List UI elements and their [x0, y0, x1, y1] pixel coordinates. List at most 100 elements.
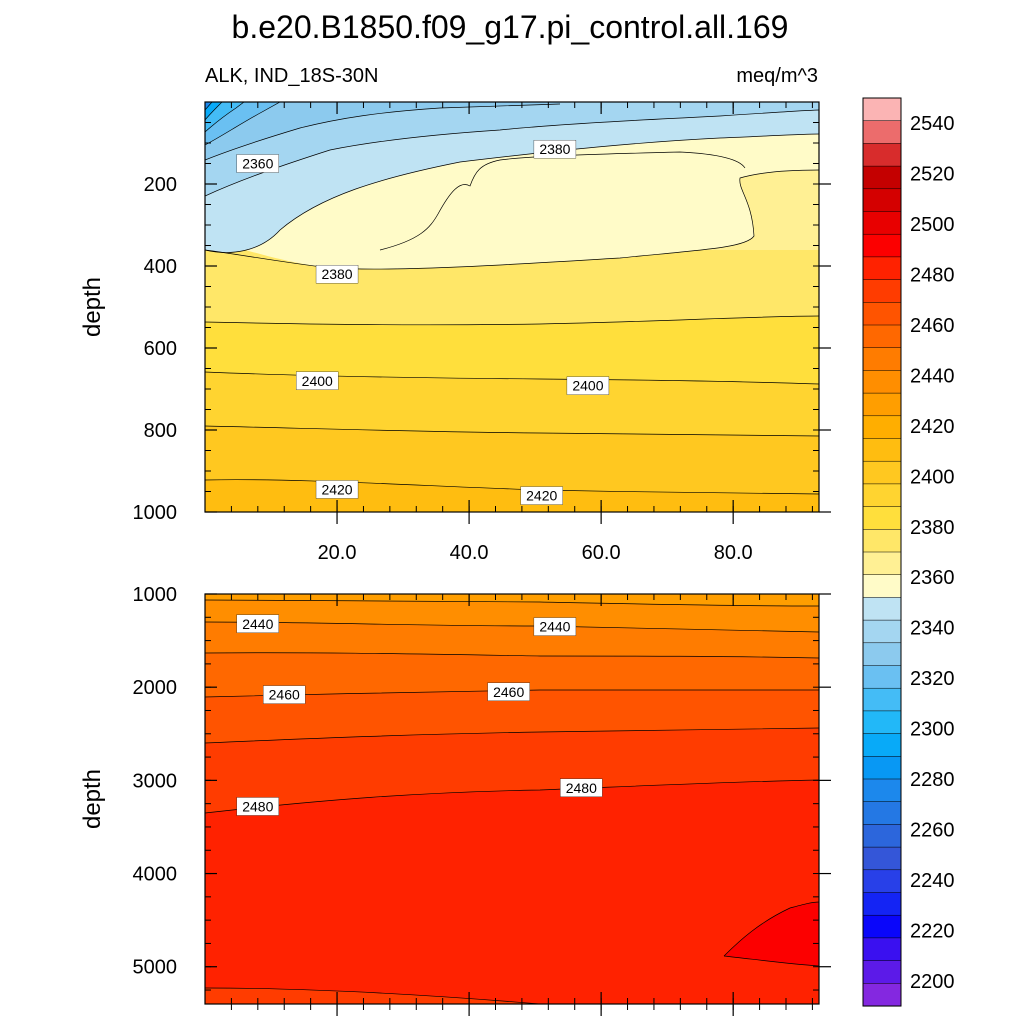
colorbar-swatch [862, 665, 902, 689]
band-2350-2360 [205, 102, 819, 196]
colorbar-swatch [862, 256, 902, 281]
colorbar-swatch [862, 279, 902, 303]
band-2340-2350 [205, 102, 560, 160]
colorbar-tick-label: 2220 [910, 920, 955, 942]
colorbar-swatch [862, 574, 902, 598]
x-tick-label: 20.0 [318, 542, 357, 564]
colorbar-swatch [862, 914, 902, 939]
colorbar-swatch [862, 801, 902, 825]
colorbar-swatch [862, 529, 902, 553]
contour-label: 2400 [566, 376, 610, 395]
y-tick-label: 3000 [133, 770, 178, 792]
colorbar-swatch [862, 642, 902, 667]
y-tick-label: 600 [144, 338, 177, 360]
y-tick-label: 2000 [133, 677, 178, 699]
colorbar-tick-label: 2240 [910, 870, 955, 892]
contour-label: 2380 [533, 139, 577, 159]
colorbar: 2540 2520 2500 2480 2460 2440 2420 2400 2380 2360… [862, 97, 955, 1007]
lower-plot-frame [204, 593, 820, 1005]
contour-label: 2360 [236, 154, 279, 173]
band-2490-2500 [724, 902, 819, 966]
band-2420-2430 [205, 594, 819, 606]
y-tick-label: 4000 [133, 864, 178, 886]
colorbar-swatch [862, 483, 902, 508]
colorbar-swatch [862, 302, 902, 326]
contour-label-text: 2460 [493, 684, 524, 700]
colorbar-tick-label: 2400 [910, 466, 955, 488]
colorbar-swatch [862, 778, 902, 803]
x-tick-label: 80.0 [714, 542, 753, 564]
y-tick-label: 400 [144, 256, 177, 278]
colorbar-swatch [862, 506, 902, 530]
contour-label-text: 2380 [321, 266, 352, 282]
colorbar-swatch [862, 756, 902, 780]
contour-label: 2440 [533, 617, 577, 636]
y-tick-label: 1000 [133, 502, 178, 524]
colorbar-swatch [862, 551, 902, 576]
lower-y-axis-label: depth [79, 769, 106, 829]
contour-label-text: 2420 [526, 488, 557, 504]
upper-contour-labels: 2360 2380 2380 2400 2400 2420 2420 [236, 139, 610, 505]
upper-contour-panel: 200 400 600 800 1000 20.0 40.0 60.0 80.0 2360 238… [79, 101, 831, 564]
contour-label: 2460 [487, 682, 530, 701]
colorbar-frame [862, 97, 902, 1007]
y-tick-label: 1000 [133, 584, 178, 606]
band-deep-2470-2480 [205, 988, 540, 1004]
colorbar-swatch [862, 710, 902, 735]
colorbar-tick-label: 2300 [910, 719, 955, 741]
contour-label-text: 2360 [242, 156, 273, 172]
colorbar-tick-label: 2340 [910, 618, 955, 640]
subtitle-left: ALK, IND_18S-30N [205, 65, 378, 87]
colorbar-swatch [862, 619, 902, 644]
contour-label: 2460 [263, 685, 306, 704]
contour-label: 2440 [236, 614, 279, 633]
lower-contour-panel: 1000 2000 3000 4000 5000 2440 2440 2460 2460 248… [79, 584, 831, 1016]
colorbar-swatch [862, 143, 902, 167]
colorbar-swatch [862, 211, 902, 235]
colorbar-swatch [862, 824, 902, 848]
contour-label-text: 2480 [242, 798, 273, 814]
x-tick-label: 40.0 [450, 542, 489, 564]
x-tick-label: 60.0 [582, 542, 621, 564]
colorbar-tick-label: 2260 [910, 819, 955, 841]
colorbar-swatch [862, 188, 902, 213]
contour-label-text: 2400 [572, 378, 603, 394]
colorbar-swatch [862, 347, 902, 371]
contour-label: 2420 [315, 480, 359, 499]
subtitle-right: meq/m^3 [736, 65, 818, 87]
contour-label-text: 2480 [566, 780, 597, 796]
colorbar-tick-label: 2200 [910, 971, 955, 993]
lower-axis-ticks: 1000 2000 3000 4000 5000 [133, 584, 831, 1016]
colorbar-swatch [862, 983, 902, 1007]
colorbar-tick-label: 2380 [910, 517, 955, 539]
contour-label-text: 2440 [539, 619, 570, 635]
colorbar-swatch [862, 233, 902, 258]
contour-label-text: 2400 [302, 373, 333, 389]
colorbar-swatch [862, 733, 902, 757]
colorbar-swatch [862, 687, 902, 712]
contour-label: 2380 [315, 265, 359, 284]
contour-label-text: 2420 [321, 481, 352, 497]
contour-label: 2400 [296, 371, 339, 390]
colorbar-swatch [862, 597, 902, 621]
colorbar-tick-label: 2500 [910, 214, 955, 236]
contour-label-text: 2440 [242, 616, 273, 632]
colorbar-swatch [862, 165, 902, 190]
band-2300-2320 [205, 102, 222, 120]
y-tick-label: 200 [144, 174, 177, 196]
colorbar-swatch [862, 97, 902, 122]
colorbar-tick-label: 2520 [910, 164, 955, 186]
colorbar-tick-label: 2480 [910, 265, 955, 287]
upper-y-axis-label: depth [79, 277, 106, 337]
colorbar-swatch [862, 120, 902, 144]
contour-label: 2420 [520, 486, 563, 505]
chart-title: b.e20.B1850.f09_g17.pi_control.all.169 [232, 9, 789, 45]
colorbar-swatch [862, 460, 902, 485]
contour-label-text: 2380 [539, 141, 570, 157]
colorbar-tick-label: 2360 [910, 567, 955, 589]
colorbar-tick-label: 2420 [910, 416, 955, 438]
contour-label: 2480 [236, 797, 279, 816]
colorbar-swatch [862, 869, 902, 894]
colorbar-swatch [862, 892, 902, 916]
